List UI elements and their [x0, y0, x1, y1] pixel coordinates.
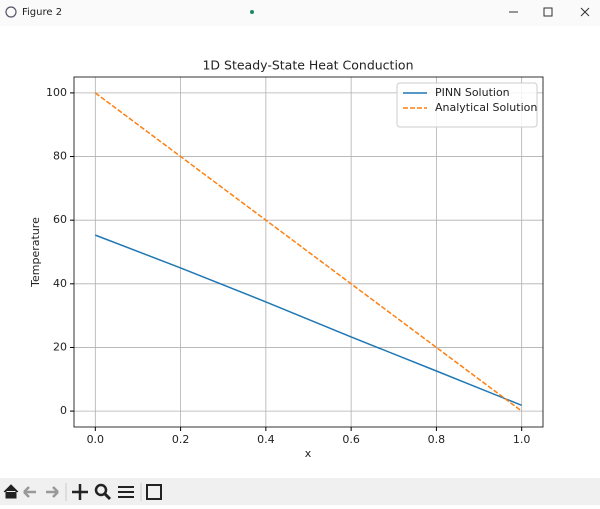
close-button[interactable] [580, 7, 590, 17]
x-tick-label: 0.2 [172, 433, 190, 446]
home-button[interactable] [3, 484, 19, 499]
chart: 1D Steady-State Heat Conduction x Temper… [29, 58, 544, 460]
y-tick-label: 80 [53, 150, 67, 163]
y-tick-label: 40 [53, 277, 67, 290]
maximize-button[interactable] [543, 7, 553, 17]
toolbar-icons [3, 483, 162, 501]
window-title: Figure 2 [22, 7, 62, 18]
data-line [94, 92, 523, 412]
y-tick-label: 0 [60, 404, 67, 417]
legend-label: Analytical Solution [435, 101, 537, 114]
zoom-button[interactable] [94, 483, 112, 501]
back-button[interactable] [23, 486, 36, 498]
chart-title: 1D Steady-State Heat Conduction [202, 58, 413, 73]
legend-box [396, 82, 538, 128]
y-tick-label: 100 [46, 86, 67, 99]
app-icon [5, 6, 17, 18]
x-tick-label: 0.0 [87, 433, 105, 446]
forward-button[interactable] [46, 486, 59, 498]
status-dot [250, 10, 254, 14]
save-button[interactable] [146, 484, 162, 500]
legend-label: PINN Solution [435, 86, 510, 99]
plot-frame [73, 76, 544, 428]
y-axis-label: Temperature [29, 217, 42, 288]
x-tick-label: 1.0 [513, 433, 531, 446]
title-bar-graphics: Figure 2 [5, 6, 590, 18]
toolbar [0, 478, 600, 505]
x-tick-label: 0.6 [342, 433, 360, 446]
title-bar: Figure 2 [0, 0, 600, 26]
y-tick-label: 60 [53, 213, 67, 226]
data-line [95, 234, 522, 407]
x-tick-label: 0.4 [257, 433, 275, 446]
x-tick-label: 0.8 [428, 433, 446, 446]
configure-button[interactable] [118, 486, 134, 498]
y-tick-label: 20 [53, 340, 67, 353]
pan-button[interactable] [72, 484, 88, 500]
x-axis-label: x [305, 447, 312, 460]
